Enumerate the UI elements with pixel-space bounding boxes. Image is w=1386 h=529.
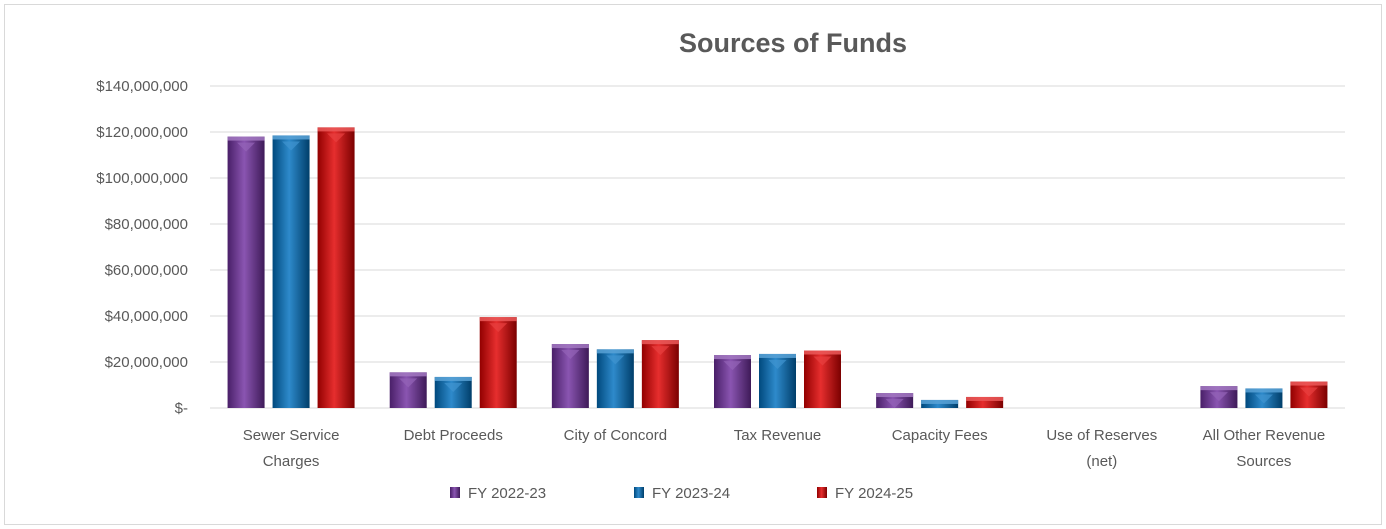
x-category-label: Capacity Fees: [892, 427, 988, 444]
y-tick-label: $40,000,000: [105, 308, 188, 325]
legend-swatch: [450, 487, 460, 498]
bar-bevel: [1209, 392, 1228, 402]
bar-top: [876, 393, 914, 398]
bar-bevel: [723, 361, 742, 371]
y-tick-label: $20,000,000: [105, 354, 188, 371]
bar: [966, 396, 1004, 408]
bar-bevel: [327, 133, 346, 143]
bar: [434, 376, 472, 408]
bar-body: [434, 376, 472, 408]
bar: [551, 344, 589, 408]
bar: [1290, 381, 1328, 408]
bar: [1245, 388, 1283, 408]
y-tick-label: $140,000,000: [96, 78, 188, 95]
bar-body: [227, 136, 265, 408]
gridlines: [210, 85, 1345, 409]
bar: [596, 349, 634, 408]
bar-top: [714, 355, 751, 360]
bar: [804, 350, 841, 408]
bar-body: [389, 372, 427, 408]
chart-title: Sources of Funds: [679, 28, 907, 58]
bar: [317, 127, 355, 409]
bar-bevel: [444, 382, 463, 392]
legend-label: FY 2023-24: [652, 485, 730, 502]
bar-bevel: [282, 141, 301, 151]
y-tick-label: $-: [175, 400, 188, 417]
x-category-label: Sources: [1236, 453, 1291, 470]
bar-top: [227, 136, 265, 141]
bar: [921, 399, 959, 408]
bar-bevel: [885, 399, 904, 409]
chart-border: [4, 4, 1382, 525]
bar: [272, 135, 310, 408]
bar: [227, 136, 265, 408]
x-category-label: Tax Revenue: [734, 427, 822, 444]
legend-swatch: [634, 487, 644, 498]
y-tick-label: $100,000,000: [96, 170, 188, 187]
legend-swatch: [817, 487, 827, 498]
bar: [479, 317, 517, 408]
bar-top: [641, 340, 679, 345]
bar-bevel: [399, 378, 418, 388]
bar-top: [804, 350, 841, 355]
x-category-label: Debt Proceeds: [404, 427, 503, 444]
x-category-label: (net): [1086, 453, 1117, 470]
bar-top: [921, 399, 959, 404]
bar-top: [1290, 381, 1328, 386]
legend: FY 2022-23 FY 2023-24 FY 2024-25: [450, 485, 913, 502]
x-category-label: Charges: [263, 453, 320, 470]
bar-top: [966, 396, 1004, 401]
bar-bevel: [813, 356, 832, 366]
x-category-label: All Other Revenue: [1203, 427, 1326, 444]
bar-top: [389, 372, 427, 377]
bar-bevel: [768, 359, 787, 369]
bar-top: [1245, 388, 1283, 393]
bar-top: [434, 376, 472, 381]
bar-top: [759, 353, 796, 358]
bar: [389, 372, 427, 408]
bar-bevel: [1254, 394, 1273, 404]
y-axis-ticks: $- $20,000,000 $40,000,000 $60,000,000 $80,0…: [96, 78, 188, 417]
y-tick-label: $80,000,000: [105, 216, 188, 233]
bar-top: [1200, 386, 1238, 391]
bar-bevel: [1299, 387, 1318, 397]
x-category-label: Sewer Service: [243, 427, 340, 444]
legend-item: FY 2023-24: [634, 485, 730, 502]
bar: [876, 393, 914, 409]
bar: [759, 353, 796, 408]
legend-label: FY 2022-23: [468, 485, 546, 502]
bar-bevel: [489, 323, 508, 333]
bar-top: [479, 317, 517, 322]
legend-label: FY 2024-25: [835, 485, 913, 502]
bar-body: [921, 399, 959, 408]
legend-item: FY 2024-25: [817, 485, 913, 502]
bar-body: [272, 135, 310, 408]
bar: [1200, 386, 1238, 408]
bar: [714, 355, 751, 408]
bar-top: [272, 135, 310, 140]
bar-body: [317, 127, 355, 409]
bar: [641, 340, 679, 408]
bar-body: [966, 396, 1004, 408]
bars: [227, 127, 1328, 409]
bar-bevel: [651, 346, 670, 356]
x-axis-categories: Sewer Service Charges Debt Proceeds City of…: [243, 427, 1325, 470]
bar-bevel: [606, 355, 625, 365]
bar-top: [317, 127, 355, 132]
bar-bevel: [237, 142, 256, 152]
bar-top: [551, 344, 589, 349]
x-category-label: Use of Reserves: [1046, 427, 1157, 444]
y-tick-label: $60,000,000: [105, 262, 188, 279]
legend-item: FY 2022-23: [450, 485, 546, 502]
x-category-label: City of Concord: [564, 427, 667, 444]
bar-top: [596, 349, 634, 354]
bar-bevel: [561, 350, 580, 360]
y-tick-label: $120,000,000: [96, 124, 188, 141]
bar-body: [479, 317, 517, 408]
